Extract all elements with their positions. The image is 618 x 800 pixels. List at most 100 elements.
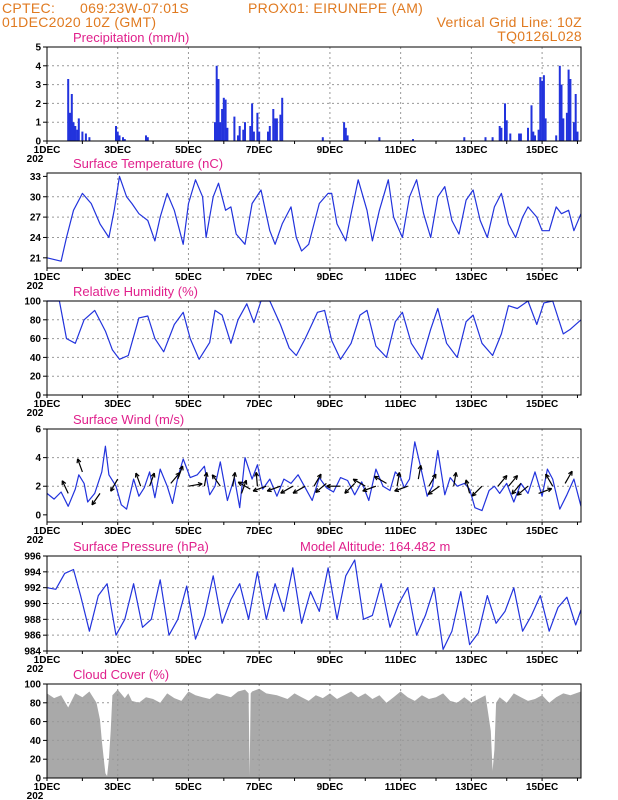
wind-arrow-head bbox=[362, 490, 368, 493]
precip-bar bbox=[530, 105, 533, 141]
rh-title: Relative Humidity (%) bbox=[73, 284, 198, 299]
wind-arrow-shaft bbox=[374, 475, 387, 484]
temp-xtick-label: 13DEC bbox=[455, 272, 487, 283]
precip-bar bbox=[378, 137, 381, 141]
wind-ytick-label: 0 bbox=[35, 510, 41, 521]
precip-bar bbox=[233, 116, 236, 141]
rh-frame bbox=[46, 300, 582, 396]
wind-arrow bbox=[373, 475, 387, 484]
rh-ytick-label: 20 bbox=[30, 372, 42, 383]
precip-xtick-label: 5DEC bbox=[175, 145, 202, 156]
pressure-xtick-label: 15DEC bbox=[526, 655, 558, 666]
wind-arrow-head bbox=[203, 472, 208, 477]
wind-arrow bbox=[280, 485, 294, 494]
wind-arrow bbox=[237, 481, 251, 490]
cloud-ytick-label: 40 bbox=[30, 736, 42, 747]
wind-arrow-head bbox=[326, 485, 331, 489]
precip-bar bbox=[67, 79, 70, 141]
wind-arrow-head bbox=[91, 502, 97, 506]
wind-arrow-shaft bbox=[170, 472, 181, 484]
wind-arrow bbox=[110, 478, 119, 492]
rh-panel: 0 20 40 60 80 100 1DEC 3DEC 5DEC 7DEC 9DEC 11DEC 13D… bbox=[24, 284, 582, 419]
pressure-title: Surface Pressure (hPa) bbox=[73, 539, 209, 554]
wind-arrow-shaft bbox=[352, 478, 366, 487]
precip-bar bbox=[344, 127, 347, 141]
wind-arrow-shaft bbox=[255, 472, 258, 487]
wind-arrow-shaft bbox=[61, 480, 69, 494]
temp-panel: 21 24 27 30 33 1DEC 3DEC 5DEC 7DEC 9DEC 11DEC 13DEC… bbox=[27, 156, 582, 292]
precip-bar bbox=[544, 118, 547, 141]
precip-bar bbox=[560, 84, 563, 141]
wind-arrow bbox=[61, 480, 69, 494]
wind-ytick-label: 6 bbox=[35, 425, 41, 436]
cloud-xtick-label: 3DEC bbox=[104, 782, 131, 793]
wind-arrow-head bbox=[517, 493, 522, 496]
wind-arrow-shaft bbox=[91, 493, 101, 506]
precip-bar bbox=[77, 118, 80, 141]
pressure-xtick-label: 7DEC bbox=[246, 655, 273, 666]
wind-arrow bbox=[427, 485, 440, 495]
precip-bar bbox=[221, 109, 224, 141]
pressure-ytick-label: 994 bbox=[24, 567, 41, 578]
precip-ytick-label: 4 bbox=[35, 61, 41, 72]
precip-bar bbox=[242, 129, 245, 141]
wind-arrow-head bbox=[373, 476, 378, 481]
precip-bar bbox=[88, 137, 91, 141]
cloud-xtick-label: 15DEC bbox=[526, 782, 558, 793]
precip-bar bbox=[267, 131, 269, 141]
wind-arrow bbox=[254, 471, 260, 487]
pressure-xtick-label: 13DEC bbox=[455, 655, 487, 666]
rh-year-label: 202 bbox=[27, 408, 44, 419]
precip-bar bbox=[572, 122, 575, 141]
wind-xtick-label: 9DEC bbox=[317, 526, 344, 537]
wind-arrow bbox=[134, 472, 142, 487]
precip-bar bbox=[346, 135, 349, 141]
precip-bar bbox=[539, 77, 542, 141]
precip-bar bbox=[567, 69, 570, 141]
wind-arrow bbox=[344, 482, 356, 494]
cloud-panel: 0 20 40 60 80 100 1DEC 3DEC 5DEC 7DEC 9DEC 11DEC 13D… bbox=[24, 667, 582, 800]
wind-arrow-shaft bbox=[232, 472, 236, 487]
precip-xtick-label: 7DEC bbox=[246, 145, 273, 156]
wind-arrow-shaft bbox=[453, 472, 457, 487]
precip-ytick-label: 1 bbox=[35, 118, 41, 129]
header-source: CPTEC: bbox=[2, 0, 56, 16]
precip-bar bbox=[537, 129, 540, 141]
precip-ytick-label: 5 bbox=[35, 43, 41, 54]
wind-arrow-head bbox=[394, 490, 400, 493]
wind-arrow bbox=[266, 485, 281, 493]
wind-arrow bbox=[91, 493, 101, 506]
precip-bar bbox=[281, 97, 284, 141]
cloud-xtick-label: 9DEC bbox=[317, 782, 344, 793]
wind-arrow-shaft bbox=[135, 472, 142, 487]
wind-arrow-head bbox=[315, 490, 321, 493]
precip-bar bbox=[500, 127, 503, 141]
wind-arrow bbox=[394, 485, 408, 493]
rh-ytick-label: 0 bbox=[35, 391, 41, 402]
precip-bar bbox=[527, 127, 529, 141]
temp-frame bbox=[46, 172, 582, 269]
wind-ytick-label: 2 bbox=[35, 482, 41, 493]
wind-arrow-head bbox=[150, 472, 155, 477]
wind-arrow-head bbox=[568, 470, 573, 475]
wind-arrow bbox=[203, 472, 209, 487]
precip-bar bbox=[214, 122, 216, 141]
precip-bar bbox=[412, 139, 414, 141]
pressure-line bbox=[46, 559, 582, 651]
precip-ytick-label: 0 bbox=[35, 137, 41, 148]
wind-arrow bbox=[315, 482, 327, 493]
temp-line bbox=[46, 175, 582, 262]
precip-bar bbox=[219, 122, 222, 141]
cloud-frame bbox=[46, 683, 582, 779]
wind-arrow-shaft bbox=[427, 485, 440, 495]
wind-arrow bbox=[396, 472, 402, 487]
precip-bar bbox=[505, 120, 508, 141]
wind-arrow-shaft bbox=[538, 488, 552, 494]
rh-ytick-label: 60 bbox=[30, 334, 42, 345]
wind-arrow-shaft bbox=[428, 473, 437, 487]
wind-arrow-head bbox=[396, 472, 400, 477]
wind-arrow-shaft bbox=[344, 482, 356, 494]
wind-arrow-shaft bbox=[252, 485, 267, 492]
precip-bar bbox=[215, 65, 218, 141]
wind-arrow-shaft bbox=[497, 475, 508, 487]
